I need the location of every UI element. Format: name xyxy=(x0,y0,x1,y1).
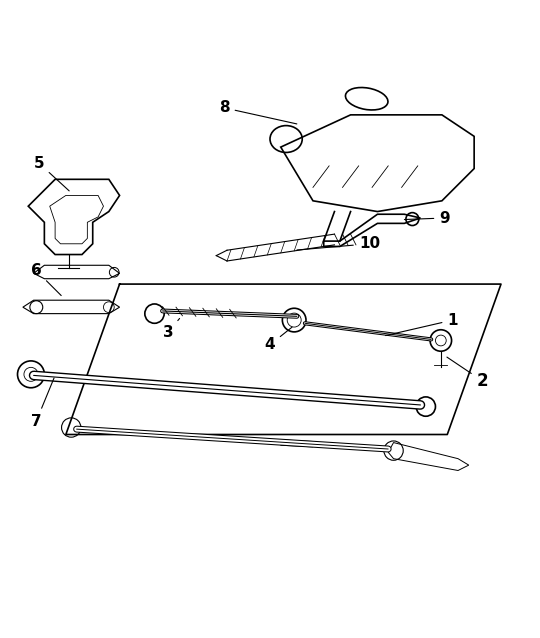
Text: 3: 3 xyxy=(163,318,180,340)
Text: 1: 1 xyxy=(386,313,458,336)
Text: 4: 4 xyxy=(265,327,292,352)
Text: 5: 5 xyxy=(33,156,69,191)
Text: 6: 6 xyxy=(31,263,61,295)
Text: 8: 8 xyxy=(219,100,297,124)
Text: 9: 9 xyxy=(404,211,450,225)
Text: 10: 10 xyxy=(297,236,380,251)
Text: 7: 7 xyxy=(31,378,54,429)
Text: 2: 2 xyxy=(447,357,488,390)
